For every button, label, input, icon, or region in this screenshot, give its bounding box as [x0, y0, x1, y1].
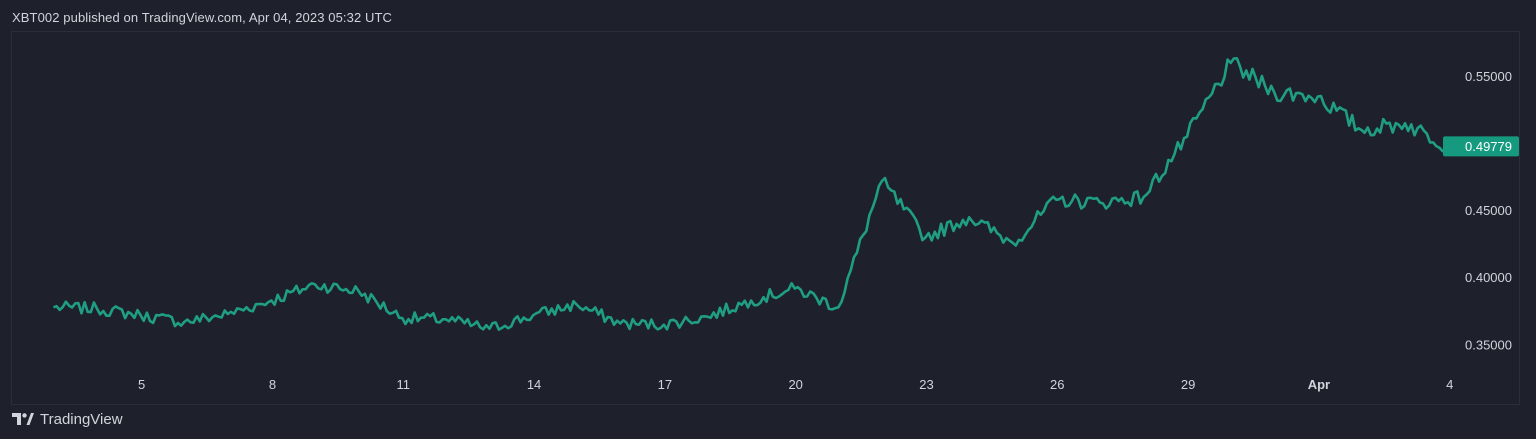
price-chart[interactable]: 0.55000 0.45000 0.40000 0.35000 5 8 11 14 17 20 2… [0, 0, 1536, 405]
x-tick-label: 23 [919, 377, 933, 392]
price-points [51, 61, 1450, 331]
footer-brand: TradingView [40, 410, 123, 428]
footer: TradingView [12, 409, 123, 429]
publish-info: XBT002 published on TradingView.com, Apr… [12, 10, 393, 25]
x-tick-label: 11 [396, 377, 410, 392]
y-tick-label: 0.35000 [1465, 337, 1512, 352]
x-tick-label: 20 [788, 377, 802, 392]
x-tick-label: 14 [527, 377, 541, 392]
y-tick-label: 0.40000 [1465, 270, 1512, 285]
x-tick-label: 17 [658, 377, 672, 392]
last-price-value: 0.49779 [1465, 139, 1512, 154]
x-axis: 5 8 11 14 17 20 23 26 29 Apr 4 [138, 377, 1453, 392]
last-price-tag-bg [1443, 136, 1519, 157]
x-tick-label: 4 [1446, 377, 1453, 392]
last-price-tag: 0.49779 [1443, 136, 1519, 157]
tradingview-logo-icon [12, 413, 34, 425]
y-tick-label: 0.55000 [1465, 69, 1512, 84]
x-tick-label: 26 [1050, 377, 1064, 392]
y-tick-label: 0.45000 [1465, 203, 1512, 218]
x-tick-label: 8 [269, 377, 276, 392]
x-tick-label: 29 [1181, 377, 1195, 392]
x-tick-label: Apr [1308, 377, 1330, 392]
price-line [52, 57, 1450, 331]
y-axis: 0.55000 0.45000 0.40000 0.35000 [1465, 69, 1512, 353]
x-tick-label: 5 [138, 377, 145, 392]
chart-frame [11, 31, 1520, 405]
